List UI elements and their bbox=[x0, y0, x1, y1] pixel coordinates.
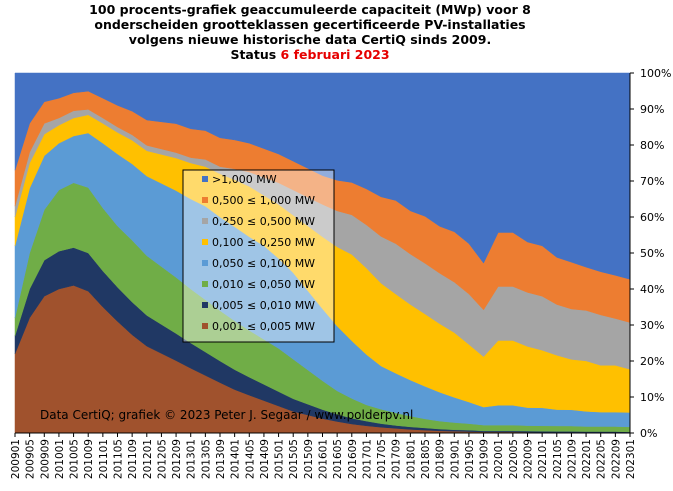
x-tick-label: 201205 bbox=[156, 439, 168, 479]
x-tick-label: 200901 bbox=[10, 439, 22, 479]
y-tick-label: 50% bbox=[640, 247, 664, 260]
status-prefix: Status bbox=[230, 47, 277, 62]
x-tick-label: 201101 bbox=[98, 439, 110, 479]
x-tick-label: 201405 bbox=[244, 439, 256, 479]
x-tick-label: 201009 bbox=[83, 439, 95, 479]
legend-label: 0,500 ≤ 1,000 MW bbox=[212, 194, 315, 207]
y-tick-label: 100% bbox=[640, 67, 671, 80]
x-tick-label: 202005 bbox=[508, 439, 520, 479]
title-status: Status 6 februari 2023 bbox=[0, 47, 620, 62]
x-tick-label: 202101 bbox=[537, 439, 549, 479]
x-tick-label: 201305 bbox=[200, 439, 212, 479]
y-tick-label: 40% bbox=[640, 283, 664, 296]
x-tick-label: 201105 bbox=[113, 439, 125, 479]
legend-swatch bbox=[202, 260, 208, 266]
y-tick-label: 10% bbox=[640, 391, 664, 404]
legend-label: >1,000 MW bbox=[212, 173, 277, 186]
title-line-2: onderscheiden grootteklassen gecertifice… bbox=[94, 17, 526, 32]
legend-label: 0,100 ≤ 0,250 MW bbox=[212, 236, 315, 249]
legend-label: 0,001 ≤ 0,005 MW bbox=[212, 320, 315, 333]
x-tick-label: 201609 bbox=[347, 439, 359, 479]
x-tick-label: 202301 bbox=[625, 439, 637, 479]
y-tick-label: 60% bbox=[640, 211, 664, 224]
x-tick-label: 201901 bbox=[449, 439, 461, 479]
legend-box bbox=[182, 169, 335, 343]
x-tick-label: 201501 bbox=[274, 439, 286, 479]
x-tick-label: 201805 bbox=[420, 439, 432, 479]
legend-swatch bbox=[202, 302, 208, 308]
y-tick-label: 70% bbox=[640, 175, 664, 188]
x-tick-label: 201001 bbox=[54, 439, 66, 479]
y-tick-label: 20% bbox=[640, 355, 664, 368]
axes: 0%10%20%30%40%50%60%70%80%90%100%200901 2… bbox=[10, 67, 671, 479]
title-line-3: volgens nieuwe historische data CertiQ s… bbox=[128, 32, 492, 47]
x-tick-label: 201905 bbox=[464, 439, 476, 479]
x-tick-label: 201005 bbox=[69, 439, 81, 479]
y-tick-label: 30% bbox=[640, 319, 664, 332]
x-tick-label: 200909 bbox=[39, 439, 51, 479]
x-tick-label: 202109 bbox=[566, 439, 578, 479]
x-tick-label: 201409 bbox=[259, 439, 271, 479]
credit-text: Data CertiQ; grafiek © 2023 Peter J. Seg… bbox=[40, 408, 413, 422]
x-tick-label: 201301 bbox=[186, 439, 198, 479]
legend-swatch bbox=[202, 218, 208, 224]
x-tick-label: 202105 bbox=[552, 439, 564, 479]
y-tick-label: 80% bbox=[640, 139, 664, 152]
x-tick-label: 201705 bbox=[376, 439, 388, 479]
legend-label: 0,050 ≤ 0,100 MW bbox=[212, 257, 315, 270]
x-tick-label: 201601 bbox=[318, 439, 330, 479]
x-tick-label: 201809 bbox=[435, 439, 447, 479]
x-tick-label: 201509 bbox=[303, 439, 315, 479]
x-tick-label: 200905 bbox=[25, 439, 37, 479]
x-tick-label: 201401 bbox=[230, 439, 242, 479]
x-tick-label: 201209 bbox=[171, 439, 183, 479]
x-tick-label: 202001 bbox=[493, 439, 505, 479]
x-tick-label: 201505 bbox=[288, 439, 300, 479]
x-tick-label: 201201 bbox=[142, 439, 154, 479]
status-date: 6 februari 2023 bbox=[280, 47, 390, 62]
x-tick-label: 201701 bbox=[361, 439, 373, 479]
x-tick-label: 201909 bbox=[479, 439, 491, 479]
x-tick-label: 201801 bbox=[405, 439, 417, 479]
chart-title: 100 procents-grafiek geaccumuleerde capa… bbox=[0, 2, 620, 62]
x-tick-label: 201709 bbox=[391, 439, 403, 479]
legend-swatch bbox=[202, 197, 208, 203]
x-tick-label: 202205 bbox=[596, 439, 608, 479]
y-tick-label: 0% bbox=[640, 427, 657, 440]
legend-swatch bbox=[202, 239, 208, 245]
legend-swatch bbox=[202, 176, 208, 182]
x-tick-label: 201605 bbox=[332, 439, 344, 479]
legend-label: 0,005 ≤ 0,010 MW bbox=[212, 299, 315, 312]
title-line-1: 100 procents-grafiek geaccumuleerde capa… bbox=[89, 2, 531, 17]
x-tick-label: 202009 bbox=[523, 439, 535, 479]
x-tick-label: 202209 bbox=[610, 439, 622, 479]
y-tick-label: 90% bbox=[640, 103, 664, 116]
legend-label: 0,250 ≤ 0,500 MW bbox=[212, 215, 315, 228]
legend-swatch bbox=[202, 281, 208, 287]
legend-label: 0,010 ≤ 0,050 MW bbox=[212, 278, 315, 291]
legend-swatch bbox=[202, 323, 208, 329]
x-tick-label: 201309 bbox=[215, 439, 227, 479]
legend: >1,000 MW 0,500 ≤ 1,000 MW 0,250 ≤ 0,500 M… bbox=[182, 169, 335, 343]
x-tick-label: 201109 bbox=[127, 439, 139, 479]
x-tick-label: 202201 bbox=[581, 439, 593, 479]
